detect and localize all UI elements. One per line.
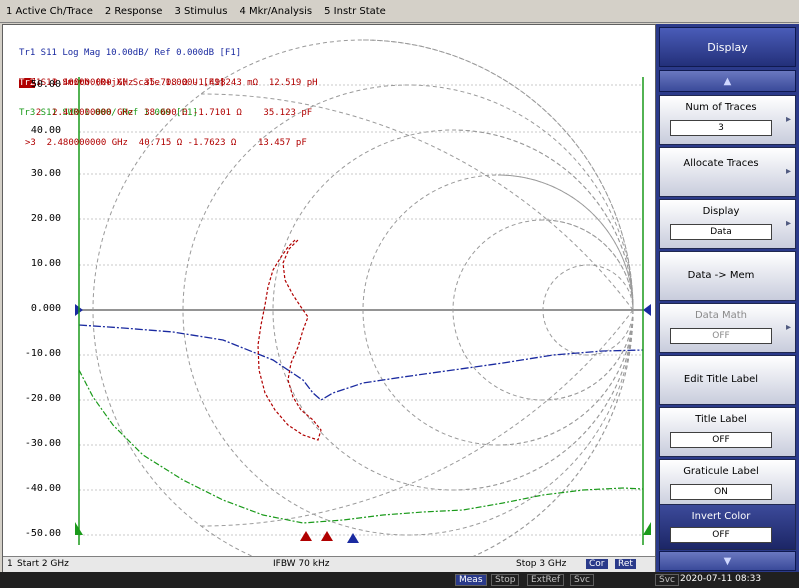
edit-title-label-button[interactable]: Edit Title Label [659,355,796,405]
start-frequency[interactable]: Start 2 GHz [17,559,69,569]
ref-arrow-right [643,304,651,316]
measurement-plot[interactable]: Tr1 S11 Log Mag 10.00dB/ Ref 0.000dB [F1… [2,24,656,574]
trace-3-swr [78,369,644,524]
y-tick: 20.00 [30,213,61,224]
allocate-traces-label: Allocate Traces [683,158,759,169]
y-tick: -10.00 [24,348,61,359]
legend-tr3[interactable]: Tr3 S11 SWR 1.000/ Ref 1.000 [F1] [19,108,198,118]
menu-bar: 1 Active Ch/Trace 2 Response 3 Stimulus … [0,0,799,23]
menu-mkr-analysis[interactable]: 4 Mkr/Analysis [239,5,313,17]
data-math-value: OFF [670,328,772,344]
softkey-scroll-down-button[interactable]: ▼ [659,551,796,571]
menu-response[interactable]: 2 Response [104,5,163,17]
title-label-button[interactable]: Title Label OFF [659,407,796,457]
marker-row: 2 2.410000000 GHz 38.690 Ω -1.7101 Ω 35.… [25,108,313,118]
softkey-scroll-up-button[interactable]: ▲ [659,70,796,92]
graticule-label-value: ON [670,484,772,500]
status-datetime: 2020-07-11 08:33 [680,574,762,584]
data-to-mem-button[interactable]: Data -> Mem [659,251,796,301]
display-value: Data [670,224,772,240]
trace-1-log-mag [78,324,644,401]
chevron-right-icon: ▸ [785,218,791,229]
invert-color-button[interactable]: Invert Color OFF [659,504,796,550]
y-tick: 30.00 [30,168,61,179]
title-label-value: OFF [670,432,772,448]
invert-color-value: OFF [670,527,772,543]
sweep-info-bar: 1 Start 2 GHz IFBW 70 kHz Stop 3 GHz Cor… [3,556,655,573]
status-badge: Ret [615,559,636,569]
num-of-traces-value: 3 [670,120,772,136]
y-tick: 50.00 [30,79,61,90]
menu-stimulus[interactable]: 3 Stimulus [174,5,228,17]
swr-ref-arrow-right [643,522,651,535]
legend-tr2-text: S11 Smith (R+jX) Scale 1.000U [F1] [40,78,225,88]
num-of-traces-label: Num of Traces [685,102,757,113]
data-math-label: Data Math [694,310,748,321]
edit-title-label-label: Edit Title Label [683,374,759,385]
menu-instr-state[interactable]: 5 Instr State [324,5,386,17]
marker-1[interactable] [300,531,312,541]
status-svc: Svc [655,574,679,586]
graticule-label-label: Graticule Label [683,466,759,477]
chevron-right-icon: ▸ [785,114,791,125]
chevron-right-icon: ▸ [785,166,791,177]
legend-tr2[interactable]: Tr2 S11 Smith (R+jX) Scale 1.000U [F1] [19,78,241,88]
correction-badge: Cor [586,559,608,569]
marker-row: >3 2.480000000 GHz 40.715 Ω -1.7623 Ω 13… [25,138,307,148]
smith-chart-grid [92,39,634,573]
data-to-mem-label: Data -> Mem [687,270,755,281]
marker-row: 1 2.400000000 GHz 35.708 Ω -1.498243 mΩ … [25,78,318,88]
marker-3-active[interactable] [347,533,359,543]
invert-color-label: Invert Color [691,511,751,522]
status-svc: Svc [570,574,594,586]
stop-frequency[interactable]: Stop 3 GHz [516,559,567,569]
status-bar: Meas Stop ExtRef Svc Svc 2020-07-11 08:3… [0,572,799,588]
menu-active-ch-trace[interactable]: 1 Active Ch/Trace [6,5,93,17]
trace-2-smith [257,239,322,441]
trace-legend: Tr1 S11 Log Mag 10.00dB/ Ref 0.000dB [F1… [19,28,241,138]
display-button[interactable]: Display Data ▸ [659,199,796,249]
softkey-panel: Display ▲ Num of Traces 3 ▸ Allocate Tra… [656,24,799,572]
legend-tr1[interactable]: Tr1 S11 Log Mag 10.00dB/ Ref 0.000dB [F1… [19,48,242,58]
softkey-title: Display [659,27,796,67]
display-label: Display [702,206,740,217]
y-tick: 40.00 [30,125,61,136]
y-tick: -50.00 [24,528,61,539]
status-stop: Stop [491,574,520,586]
marker-2[interactable] [321,531,333,541]
data-math-button[interactable]: Data Math OFF ▸ [659,303,796,353]
y-tick: 10.00 [30,258,61,269]
graticule-label-button[interactable]: Graticule Label ON [659,459,796,509]
channel-number: 1 [7,559,13,569]
y-tick-reference: 0.000 [30,303,61,314]
active-trace-badge: Tr2 [19,78,36,88]
ifbw[interactable]: IFBW 70 kHz [273,559,330,569]
status-meas: Meas [455,574,487,586]
allocate-traces-button[interactable]: Allocate Traces ▸ [659,147,796,197]
y-tick: -40.00 [24,483,61,494]
num-of-traces-button[interactable]: Num of Traces 3 ▸ [659,95,796,145]
plot-graphics [75,39,651,573]
chevron-right-icon: ▸ [785,322,791,333]
y-tick: -30.00 [24,438,61,449]
y-tick: -20.00 [24,393,61,404]
status-extref: ExtRef [527,574,565,586]
title-label-label: Title Label [695,414,747,425]
marker-table: 1 2.400000000 GHz 35.708 Ω -1.498243 mΩ … [25,58,318,168]
